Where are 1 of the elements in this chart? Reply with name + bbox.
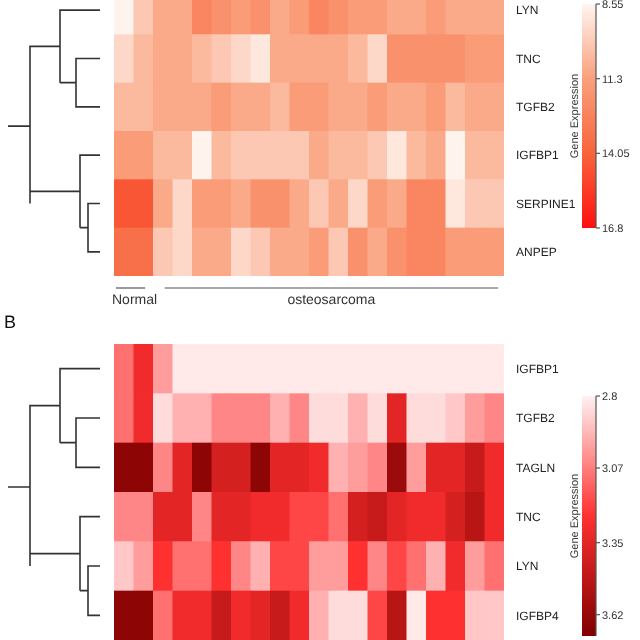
chart-title: B [4,312,17,332]
